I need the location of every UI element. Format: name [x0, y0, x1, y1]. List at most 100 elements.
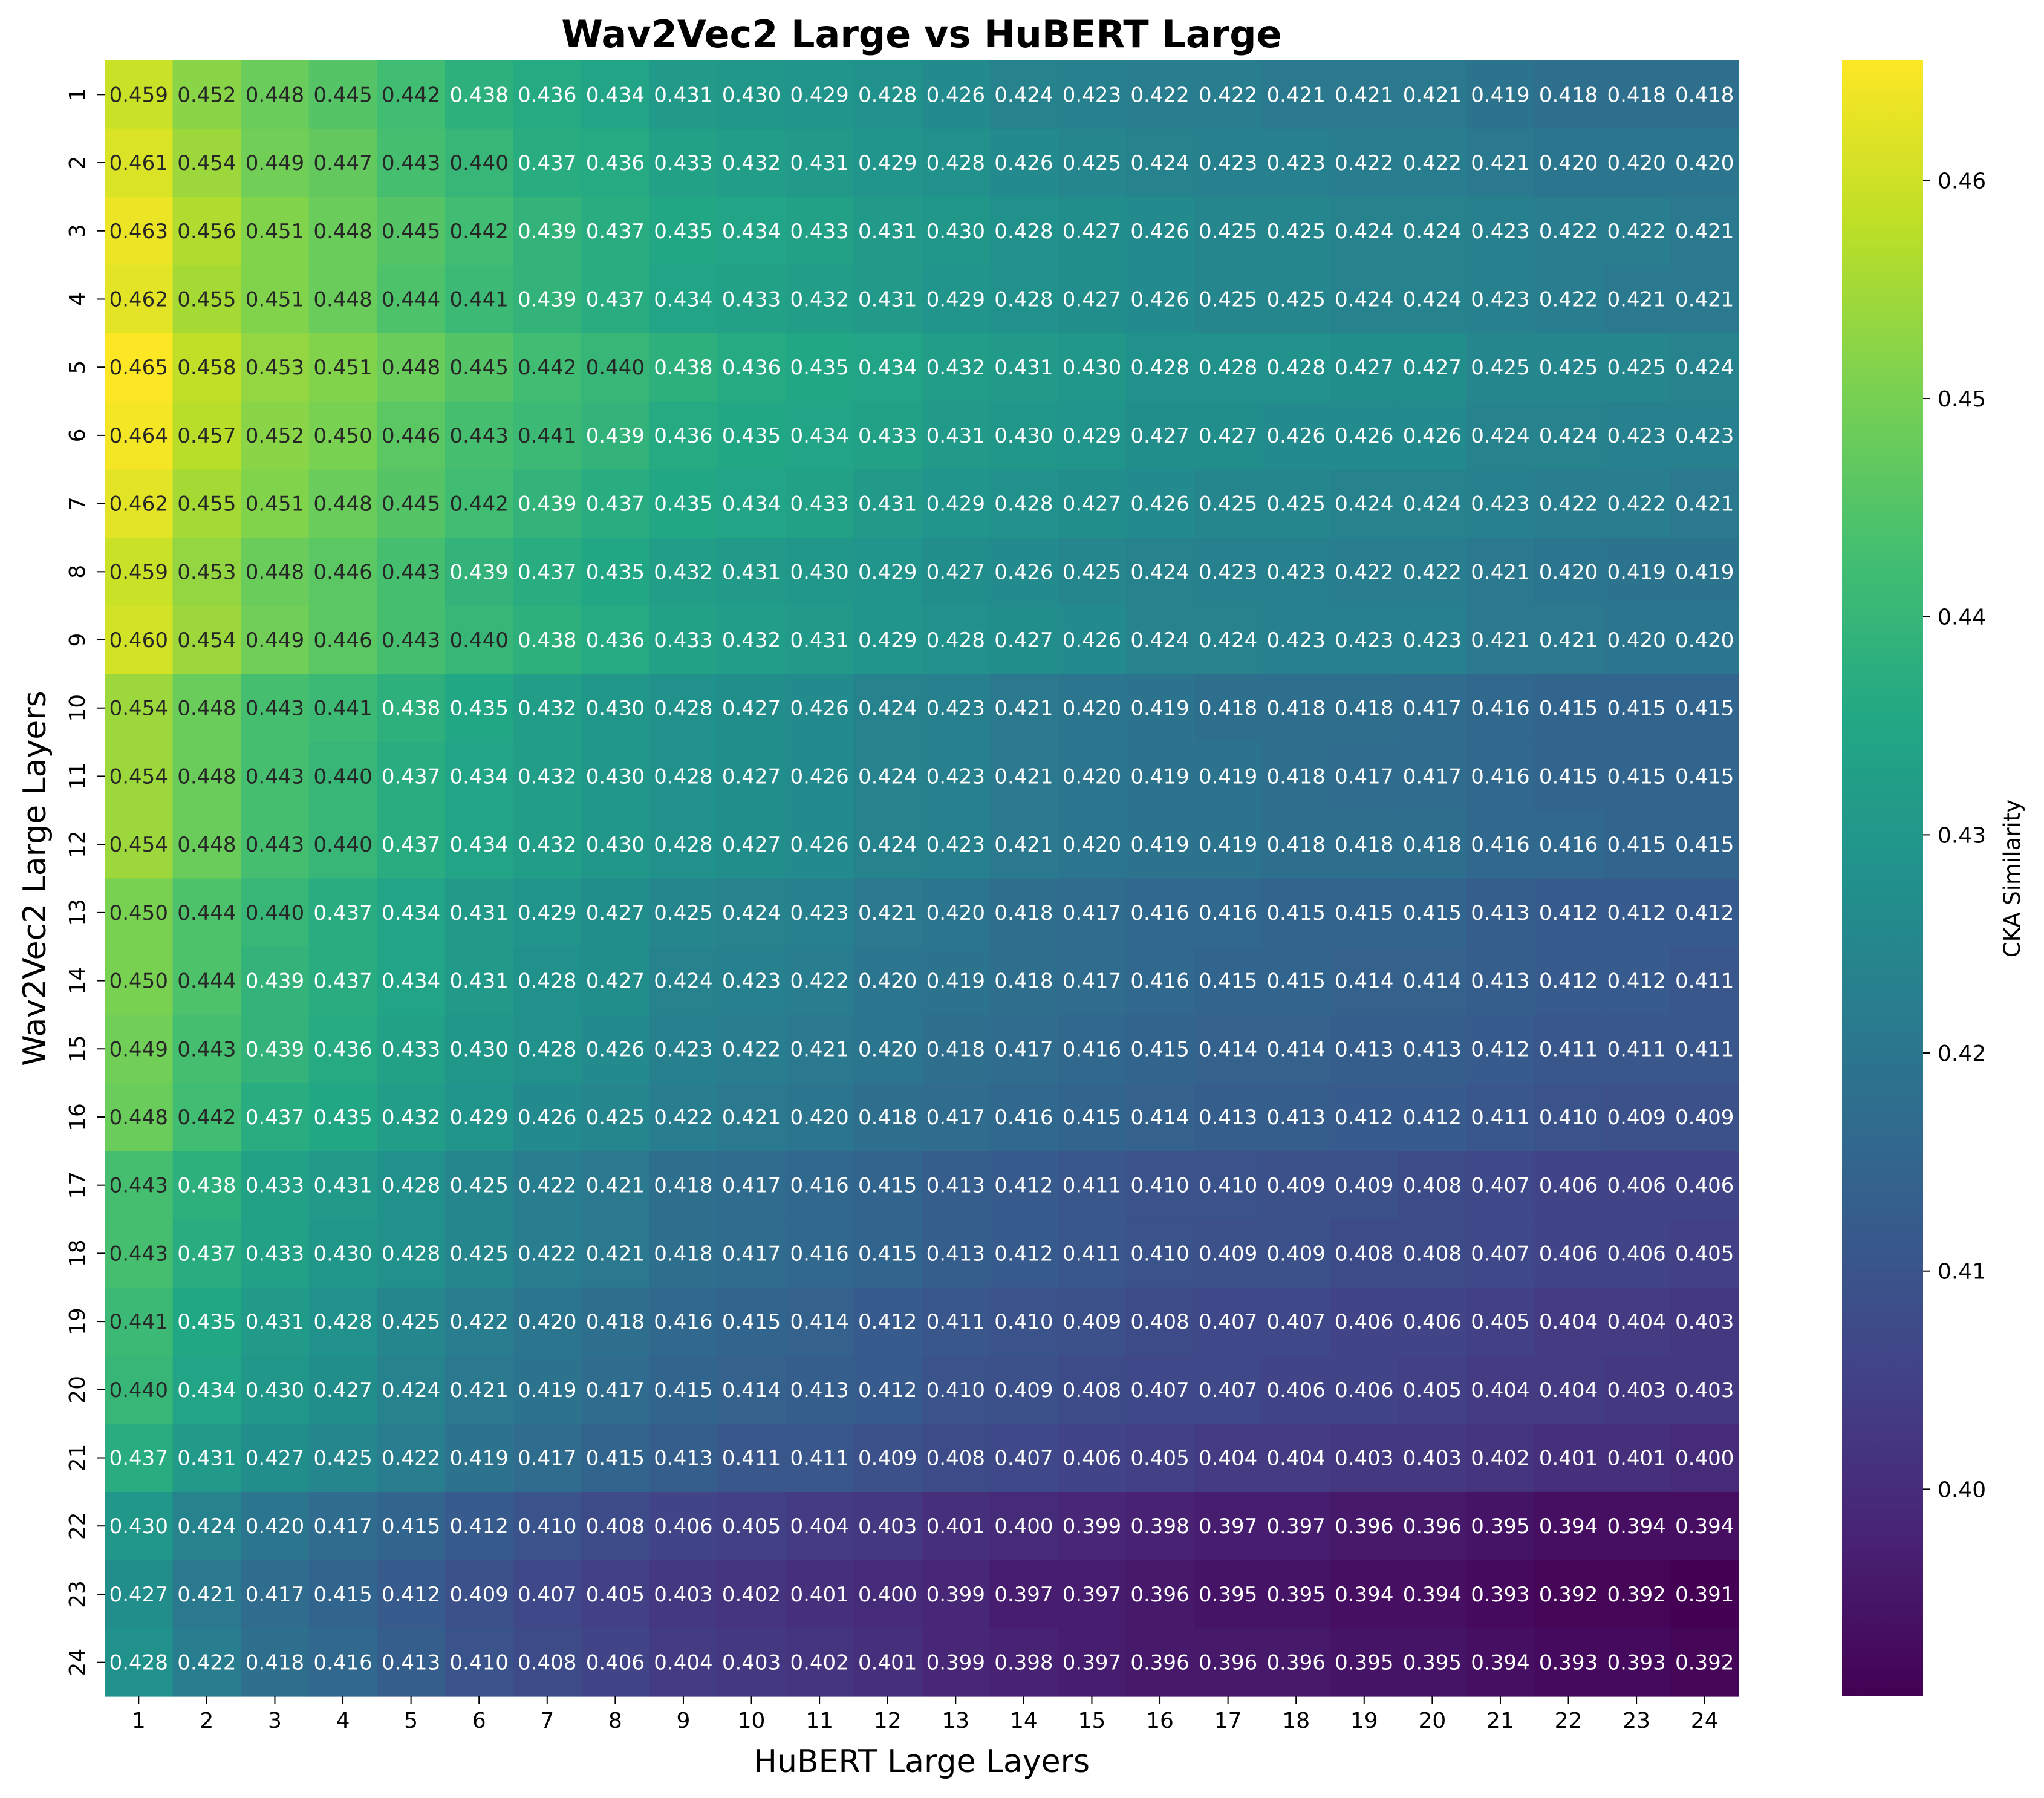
- heatmap-cell: [1194, 401, 1263, 470]
- heatmap-cell: [1534, 265, 1603, 334]
- heatmap-cell: [785, 605, 854, 674]
- heatmap-cell: [717, 1287, 786, 1357]
- x-tick-label: 11: [806, 1708, 833, 1733]
- cell-value-label: 0.416: [313, 1651, 372, 1675]
- cell-value-label: 0.410: [518, 1514, 576, 1539]
- cell-value-label: 0.416: [1471, 833, 1529, 857]
- cell-value-label: 0.454: [109, 764, 168, 789]
- heatmap-cell: [172, 197, 241, 265]
- heatmap-cell: [785, 1491, 854, 1561]
- cell-value-label: 0.434: [722, 220, 781, 244]
- cell-value-label: 0.412: [858, 1310, 917, 1334]
- heatmap-cell: [853, 742, 922, 811]
- colorbar-tick-label: 0.45: [1938, 387, 1986, 412]
- x-tick-label: 24: [1691, 1708, 1719, 1733]
- cell-value-label: 0.418: [1267, 764, 1326, 789]
- cell-value-label: 0.425: [654, 901, 712, 925]
- heatmap-cell: [785, 1219, 854, 1288]
- heatmap-cell: [513, 946, 582, 1015]
- cell-value-label: 0.431: [246, 1310, 304, 1334]
- heatmap-cell: [1125, 1083, 1194, 1151]
- heatmap-cell: [1261, 1628, 1331, 1697]
- heatmap-cell: [1194, 1219, 1263, 1288]
- cell-value-label: 0.422: [722, 1037, 781, 1061]
- cell-value-label: 0.450: [313, 424, 372, 448]
- colorbar-tick-label: 0.43: [1938, 823, 1986, 848]
- heatmap-cell: [581, 128, 650, 198]
- heatmap-cell: [1670, 742, 1739, 811]
- heatmap-cell: [922, 878, 991, 947]
- cell-value-label: 0.426: [1130, 492, 1189, 516]
- heatmap-cell: [1602, 1219, 1671, 1288]
- cell-value-label: 0.424: [1130, 151, 1189, 175]
- heatmap-cell: [1670, 1014, 1739, 1084]
- cell-value-label: 0.443: [246, 833, 304, 857]
- heatmap-cell: [1398, 810, 1467, 879]
- cell-value-label: 0.415: [1607, 833, 1665, 857]
- cell-value-label: 0.445: [382, 492, 440, 516]
- cell-value-label: 0.444: [177, 969, 236, 994]
- cell-value-label: 0.431: [177, 1447, 236, 1471]
- cell-value-label: 0.439: [246, 1037, 304, 1061]
- heatmap-cell: [785, 946, 854, 1015]
- y-tick-label: 7: [65, 497, 90, 510]
- cell-value-label: 0.433: [246, 1242, 304, 1266]
- cell-value-label: 0.448: [246, 560, 304, 584]
- heatmap-cell: [1194, 1628, 1263, 1697]
- heatmap-cell: [1670, 265, 1739, 334]
- cell-value-label: 0.426: [1063, 628, 1121, 653]
- cell-value-label: 0.413: [654, 1447, 712, 1471]
- cell-value-label: 0.421: [1539, 628, 1598, 653]
- cell-value-label: 0.426: [1335, 424, 1393, 448]
- heatmap-cell: [1466, 674, 1535, 743]
- cell-value-label: 0.424: [1130, 560, 1189, 584]
- cell-value-label: 0.437: [313, 901, 372, 925]
- heatmap-cell: [444, 60, 514, 129]
- heatmap-cell: [377, 810, 446, 879]
- cell-value-label: 0.433: [858, 424, 917, 448]
- cell-value-label: 0.453: [177, 560, 236, 584]
- colorbar-tick-label: 0.44: [1938, 605, 1986, 630]
- cell-value-label: 0.419: [926, 969, 985, 994]
- cell-value-label: 0.416: [654, 1310, 712, 1334]
- cell-value-label: 0.411: [1607, 1037, 1665, 1061]
- heatmap-cell: [922, 1014, 991, 1084]
- heatmap-cell: [513, 1424, 582, 1493]
- cell-value-label: 0.410: [1199, 1174, 1257, 1198]
- heatmap-cell: [1534, 1628, 1603, 1697]
- heatmap-cell: [241, 60, 310, 129]
- cell-value-label: 0.403: [1335, 1447, 1393, 1471]
- heatmap-cell: [717, 810, 786, 879]
- cell-value-label: 0.405: [1471, 1310, 1529, 1334]
- cell-value-label: 0.446: [313, 628, 372, 653]
- heatmap-cell: [922, 1424, 991, 1493]
- heatmap-cell: [1466, 60, 1535, 129]
- cell-value-label: 0.407: [1267, 1310, 1326, 1334]
- heatmap-cell: [1330, 878, 1399, 947]
- heatmap-cell: [1670, 1287, 1739, 1357]
- cell-value-label: 0.448: [177, 833, 236, 857]
- cell-value-label: 0.417: [1063, 969, 1121, 994]
- cell-value-label: 0.405: [722, 1514, 781, 1539]
- cell-value-label: 0.418: [1539, 83, 1598, 107]
- cell-value-label: 0.423: [1471, 220, 1529, 244]
- heatmap-cell: [105, 265, 174, 334]
- cell-value-label: 0.406: [1335, 1310, 1393, 1334]
- heatmap-cell: [989, 1219, 1058, 1288]
- cell-value-label: 0.426: [994, 151, 1053, 175]
- heatmap-cell: [377, 605, 446, 674]
- cell-value-label: 0.449: [246, 151, 304, 175]
- cell-value-label: 0.432: [722, 151, 781, 175]
- cell-value-label: 0.438: [177, 1174, 236, 1198]
- heatmap-cell: [1261, 1219, 1331, 1288]
- cell-value-label: 0.397: [1063, 1651, 1121, 1675]
- heatmap-cell: [1466, 1083, 1535, 1151]
- heatmap-cell: [1670, 1219, 1739, 1288]
- heatmap-cell: [1602, 1628, 1671, 1697]
- cell-value-label: 0.439: [246, 969, 304, 994]
- cell-value-label: 0.403: [1403, 1447, 1462, 1471]
- heatmap-cell: [581, 1628, 650, 1697]
- heatmap-cell: [1466, 333, 1535, 402]
- heatmap-cell: [785, 742, 854, 811]
- heatmap-cell: [1330, 605, 1399, 674]
